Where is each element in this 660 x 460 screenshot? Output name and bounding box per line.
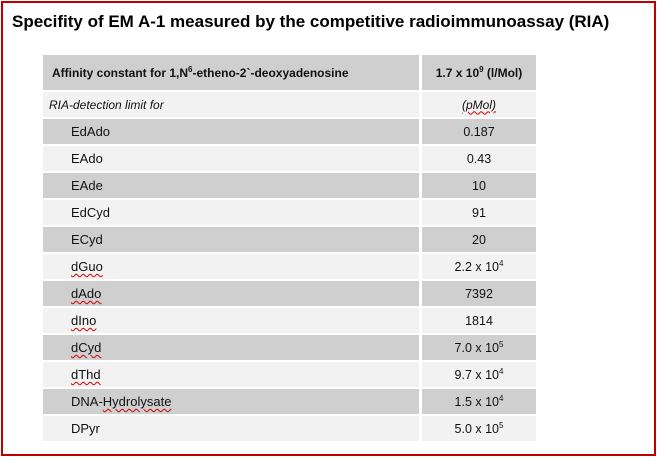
table-row: EdAdo 0.187 — [43, 119, 536, 146]
detection-limit-value: 7392 — [465, 286, 493, 301]
compound-cell: EAde — [43, 173, 419, 200]
compound-cell: dIno — [43, 308, 419, 335]
page-title: Specifity of EM A-1 measured by the comp… — [12, 12, 610, 31]
compound-cell: DPyr — [43, 416, 419, 443]
table-row: dIno 1814 — [43, 308, 536, 335]
detection-limit-value: 9.7 x 10 — [454, 367, 500, 382]
compound-name: DPyr — [71, 421, 100, 436]
detection-limit-value: 0.187 — [463, 124, 495, 139]
table-row: DNA-Hydrolysate 1.5 x 104 — [43, 389, 536, 416]
exponent: 5 — [499, 339, 504, 349]
table-row: dThd 9.7 x 104 — [43, 362, 536, 389]
compound-name: dGuo — [71, 259, 103, 274]
table-row: DPyr 5.0 x 105 — [43, 416, 536, 443]
affinity-value-sup: 9 — [479, 64, 484, 74]
table-row: dGuo 2.2 x 104 — [43, 254, 536, 281]
compound-name: EAdo — [71, 151, 103, 166]
affinity-label-post: -etheno-2`-deoxyadenosine — [192, 65, 349, 80]
affinity-label-pre: Affinity constant for 1,N — [52, 65, 189, 80]
subheader-row: RIA-detection limit for (pMol) — [43, 92, 536, 119]
detection-limit-cell: 7.0 x 105 — [419, 335, 536, 362]
detection-limit-value: 1814 — [465, 313, 493, 328]
detection-limit-value: 1.5 x 10 — [454, 394, 500, 409]
detection-limit-value: 10 — [472, 178, 486, 193]
exponent: 4 — [499, 393, 504, 403]
detection-limit-cell: 10 — [419, 173, 536, 200]
table-row: EAdo 0.43 — [43, 146, 536, 173]
detection-limit-cell: 1.5 x 104 — [419, 389, 536, 416]
detection-limit-cell: 5.0 x 105 — [419, 416, 536, 443]
detection-limit-cell: 0.43 — [419, 146, 536, 173]
detection-limit-value: 91 — [472, 205, 486, 220]
header-row: Affinity constant for 1,N6-etheno-2`-deo… — [43, 55, 536, 92]
detection-limit-cell: 7392 — [419, 281, 536, 308]
compound-cell: DNA-Hydrolysate — [43, 389, 419, 416]
specificity-table: Affinity constant for 1,N6-etheno-2`-deo… — [43, 55, 536, 443]
table-row: ECyd 20 — [43, 227, 536, 254]
detection-limit-value: 0.43 — [466, 151, 492, 166]
affinity-label-sup: 6 — [188, 64, 193, 74]
affinity-label: Affinity constant for 1,N6-etheno-2`-deo… — [43, 55, 419, 92]
table-row: dCyd 7.0 x 105 — [43, 335, 536, 362]
table-row: EAde 10 — [43, 173, 536, 200]
detection-limit-value: 5.0 x 10 — [454, 421, 500, 436]
detection-limit-cell: 2.2 x 104 — [419, 254, 536, 281]
compound-cell: EdAdo — [43, 119, 419, 146]
compound-cell: ECyd — [43, 227, 419, 254]
exponent: 4 — [499, 258, 504, 268]
detection-limit-cell: 20 — [419, 227, 536, 254]
affinity-value: 1.7 x 109 (l/Mol) — [419, 55, 536, 92]
unit-text: (pMol) — [461, 97, 496, 112]
exponent: 4 — [499, 366, 504, 376]
detection-limit-value: 20 — [472, 232, 486, 247]
compound-cell: dGuo — [43, 254, 419, 281]
compound-cell: EAdo — [43, 146, 419, 173]
compound-cell: dAdo — [43, 281, 419, 308]
detection-limit-unit: (pMol) — [419, 92, 536, 119]
compound-cell: dThd — [43, 362, 419, 389]
compound-name: ECyd — [71, 232, 103, 247]
detection-limit-cell: 91 — [419, 200, 536, 227]
compound-cell: EdCyd — [43, 200, 419, 227]
compound-name: dThd — [71, 367, 101, 382]
affinity-value-post: (l/Mol) — [483, 65, 523, 80]
detection-limit-cell: 1814 — [419, 308, 536, 335]
detection-limit-value: 7.0 x 10 — [454, 340, 500, 355]
detection-limit-value: 2.2 x 10 — [454, 259, 500, 274]
detection-limit-label: RIA-detection limit for — [43, 92, 419, 119]
compound-name: dCyd — [71, 340, 102, 355]
compound-name: EAde — [71, 178, 103, 193]
table-row: dAdo 7392 — [43, 281, 536, 308]
compound-name: DNA-Hydrolysate — [71, 394, 172, 409]
detection-limit-cell: 9.7 x 104 — [419, 362, 536, 389]
detection-limit-cell: 0.187 — [419, 119, 536, 146]
exponent: 5 — [499, 420, 504, 430]
compound-name: EdAdo — [71, 124, 111, 139]
compound-name: dAdo — [71, 286, 102, 301]
table-row: EdCyd 91 — [43, 200, 536, 227]
compound-name: EdCyd — [71, 205, 111, 220]
compound-name: dIno — [71, 313, 97, 328]
compound-cell: dCyd — [43, 335, 419, 362]
affinity-value-pre: 1.7 x 10 — [435, 65, 480, 80]
